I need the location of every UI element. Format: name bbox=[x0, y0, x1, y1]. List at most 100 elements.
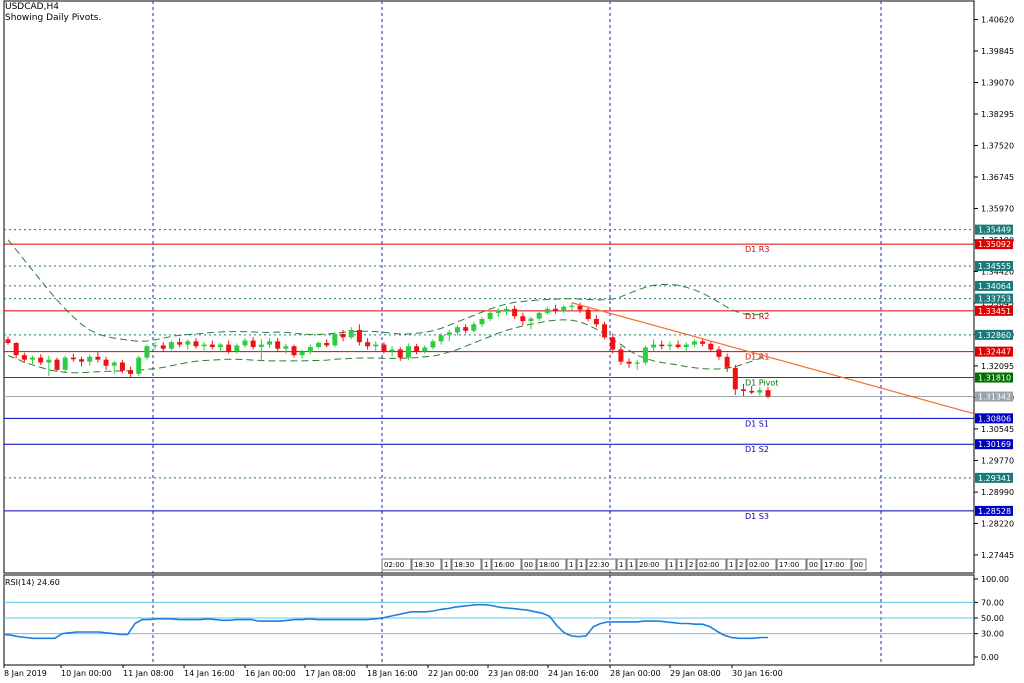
candle bbox=[700, 338, 706, 347]
pivot-level-badge bbox=[975, 239, 1013, 250]
session-tag-text: 1 bbox=[669, 561, 673, 569]
session-tag bbox=[726, 558, 737, 571]
candle bbox=[602, 321, 608, 340]
candle-body bbox=[250, 340, 256, 348]
candle-body bbox=[87, 356, 93, 362]
session-tag-text: 1 bbox=[729, 561, 733, 569]
candle bbox=[740, 384, 746, 397]
session-tag-text: 1 bbox=[679, 561, 683, 569]
session-tag bbox=[746, 558, 777, 571]
price-tick-label: 1.36745 bbox=[981, 173, 1014, 182]
session-tag-text: 20:00 bbox=[639, 561, 659, 569]
candle-body bbox=[397, 349, 403, 358]
pivot-level-value: 1.31810 bbox=[978, 374, 1011, 383]
candle-body bbox=[177, 342, 183, 345]
candle bbox=[503, 306, 509, 315]
candle-body bbox=[724, 356, 730, 368]
candle-body bbox=[258, 344, 264, 348]
candle-body bbox=[528, 318, 534, 322]
dotted-level-value: 1.33753 bbox=[978, 295, 1011, 304]
time-tick-label: 22 Jan 00:00 bbox=[428, 669, 479, 678]
session-tag-text: 00 bbox=[524, 561, 533, 569]
session-tag bbox=[381, 558, 412, 571]
candle bbox=[446, 329, 452, 342]
candle bbox=[103, 356, 109, 370]
candle bbox=[675, 340, 681, 349]
candle-body bbox=[740, 389, 746, 391]
pivot-level-name: D1 S2 bbox=[745, 445, 769, 454]
candle bbox=[54, 357, 60, 372]
pivot-level-badge bbox=[975, 413, 1013, 424]
dotted-level-badge bbox=[975, 472, 1013, 483]
rsi-line bbox=[3, 603, 768, 640]
session-tag-text: 18:00 bbox=[539, 561, 559, 569]
candle bbox=[111, 360, 117, 374]
candle bbox=[258, 339, 264, 362]
candle-body bbox=[373, 344, 379, 347]
candle-body bbox=[610, 337, 616, 350]
session-tag-text: 1 bbox=[484, 561, 488, 569]
session-tag-text: 1 bbox=[619, 561, 623, 569]
candle bbox=[62, 355, 68, 372]
candle-body bbox=[185, 341, 191, 345]
session-tag-text: 1 bbox=[579, 561, 583, 569]
dotted-level-badge bbox=[975, 260, 1013, 271]
candle-body bbox=[340, 334, 346, 338]
main-panel-frame bbox=[3, 0, 975, 574]
candle bbox=[585, 306, 591, 322]
candle bbox=[487, 310, 493, 322]
session-tag bbox=[736, 558, 747, 571]
candle bbox=[193, 338, 199, 349]
time-tick-label: 8 Jan 2019 bbox=[4, 669, 47, 678]
candle bbox=[716, 346, 722, 360]
dotted-level-badge bbox=[975, 280, 1013, 291]
session-tag bbox=[676, 558, 687, 571]
candle bbox=[324, 339, 330, 348]
pivot-level-name: D1 S3 bbox=[745, 512, 769, 521]
rsi-tick-label: 100.00 bbox=[981, 575, 1009, 584]
price-tick-label: 1.39845 bbox=[981, 47, 1014, 56]
candle bbox=[234, 343, 240, 354]
candle bbox=[177, 338, 183, 348]
rsi-tick-label: 0.00 bbox=[981, 653, 999, 662]
candle-body bbox=[79, 359, 85, 362]
candle-body bbox=[454, 327, 460, 333]
candle-body bbox=[144, 346, 150, 358]
candle bbox=[13, 342, 19, 359]
candle bbox=[136, 355, 142, 376]
candle-body bbox=[430, 341, 436, 348]
candle bbox=[659, 340, 665, 350]
time-tick-label: 14 Jan 16:00 bbox=[184, 669, 235, 678]
candle-body bbox=[193, 341, 199, 347]
dotted-level-value: 1.34064 bbox=[978, 282, 1011, 291]
session-tag bbox=[566, 558, 577, 571]
candle bbox=[708, 340, 714, 352]
candle-body bbox=[561, 306, 567, 311]
candle bbox=[160, 342, 166, 352]
candle bbox=[561, 304, 567, 313]
candle-body bbox=[626, 361, 632, 364]
candle bbox=[463, 324, 469, 334]
candle bbox=[381, 342, 387, 354]
price-tick-label: 1.38295 bbox=[981, 110, 1014, 119]
time-tick-label: 18 Jan 16:00 bbox=[367, 669, 418, 678]
candle bbox=[30, 355, 36, 364]
candle bbox=[373, 341, 379, 352]
ma-lower bbox=[7, 319, 769, 374]
candle-body bbox=[275, 341, 281, 349]
candle bbox=[5, 336, 11, 345]
pivot-levels: D1 R3 1.35092 D1 R2 1.33451 D1 R1 1.32447 D1 P… bbox=[4, 239, 1013, 521]
candle-body bbox=[708, 343, 714, 350]
candle bbox=[479, 316, 485, 328]
candle bbox=[340, 329, 346, 342]
session-tag-text: 1 bbox=[444, 561, 448, 569]
candle bbox=[454, 325, 460, 336]
pivot-level-value: 1.32447 bbox=[978, 348, 1011, 357]
candle-body bbox=[381, 344, 387, 352]
candle-body bbox=[332, 334, 338, 346]
candle-body bbox=[691, 341, 697, 345]
candle-body bbox=[242, 340, 248, 346]
pivot-level-badge bbox=[975, 305, 1013, 316]
candle-body bbox=[111, 362, 117, 366]
